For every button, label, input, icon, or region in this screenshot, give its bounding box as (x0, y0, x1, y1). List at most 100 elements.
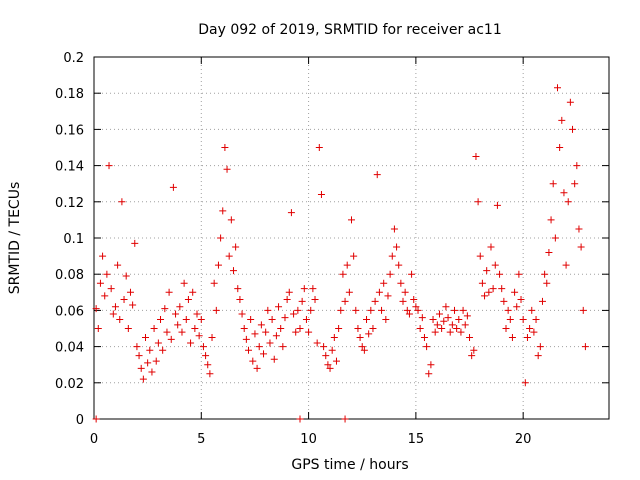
axis-ticks: 0 0.02 0.04 0.06 0.08 0.1 0.12 0.14 0.16 0.18 0.2 0… (55, 51, 609, 447)
data-point (94, 325, 102, 332)
y-tick-label: 0.14 (55, 160, 84, 175)
data-point (221, 144, 229, 151)
data-point (521, 379, 529, 387)
data-point (554, 84, 561, 92)
data-point (511, 288, 519, 296)
data-point (463, 312, 471, 320)
data-point (266, 339, 274, 347)
data-point (558, 116, 566, 124)
data-point (227, 216, 235, 224)
data-point (275, 303, 283, 311)
data-point (487, 243, 495, 251)
data-point (412, 303, 420, 311)
data-point (193, 310, 201, 318)
data-point (403, 306, 411, 314)
data-point (281, 314, 289, 322)
data-point (369, 325, 377, 332)
data-point (180, 279, 188, 287)
data-point (191, 325, 199, 332)
data-point (172, 310, 180, 318)
data-point (433, 321, 441, 329)
data-point (571, 180, 579, 188)
data-point (277, 325, 285, 332)
data-point (176, 303, 184, 311)
data-point (532, 315, 540, 323)
data-point (564, 198, 572, 206)
data-point (536, 343, 544, 351)
grid (94, 57, 609, 419)
data-point (165, 288, 173, 296)
data-point (210, 279, 218, 287)
data-point (302, 315, 310, 323)
data-point (223, 165, 231, 173)
data-point (500, 297, 508, 305)
data-point (260, 350, 268, 358)
data-point (217, 234, 225, 242)
data-point (251, 330, 259, 338)
data-point (378, 306, 386, 314)
data-point (305, 328, 313, 336)
data-point (556, 144, 564, 151)
data-point (399, 297, 407, 305)
data-point (468, 352, 476, 360)
data-point (167, 335, 175, 343)
data-point (92, 305, 100, 313)
data-point (214, 261, 222, 269)
data-point (517, 296, 525, 304)
data-point (515, 270, 523, 278)
data-point (448, 321, 456, 329)
data-point (528, 306, 536, 314)
data-point (534, 352, 542, 360)
data-point (491, 261, 499, 269)
data-point (142, 334, 149, 342)
data-point (538, 297, 546, 305)
data-point (120, 296, 128, 304)
data-point (157, 315, 165, 323)
data-point (358, 343, 366, 351)
data-point (420, 334, 428, 342)
data-point (569, 125, 577, 133)
data-point (470, 346, 478, 354)
data-point (579, 306, 587, 314)
data-point (124, 325, 132, 332)
data-point (339, 270, 347, 278)
data-point (435, 310, 443, 318)
data-point (199, 343, 207, 351)
data-point (545, 248, 553, 256)
data-point (129, 301, 137, 309)
data-point (133, 343, 141, 351)
data-point (566, 98, 574, 106)
data-point (356, 334, 364, 342)
data-point (174, 321, 182, 329)
data-point (408, 270, 416, 278)
data-point (311, 296, 319, 304)
data-point (114, 261, 122, 269)
chart-title: Day 092 of 2019, SRMTID for receiver ac1… (198, 22, 502, 38)
data-point (427, 361, 435, 369)
data-point (549, 180, 557, 188)
data-point (126, 288, 134, 296)
data-point (292, 328, 300, 336)
data-point (206, 370, 214, 378)
data-point (307, 306, 315, 314)
data-point (184, 296, 192, 304)
data-point (506, 315, 514, 323)
data-point (294, 306, 302, 314)
x-tick-label: 0 (90, 432, 98, 447)
data-point (416, 325, 424, 332)
data-point (195, 332, 203, 340)
data-point (313, 339, 321, 347)
data-point (135, 352, 143, 360)
y-tick-label: 0.2 (63, 51, 84, 66)
data-point (365, 330, 373, 338)
x-tick-label: 5 (197, 432, 205, 447)
data-point (290, 310, 298, 318)
y-tick-label: 0.06 (55, 304, 84, 319)
data-point (341, 297, 349, 305)
data-point (418, 314, 426, 322)
data-point (551, 234, 559, 242)
data-point (300, 285, 308, 293)
data-point (146, 346, 154, 354)
data-point (105, 162, 113, 170)
x-tick-label: 20 (515, 432, 532, 447)
